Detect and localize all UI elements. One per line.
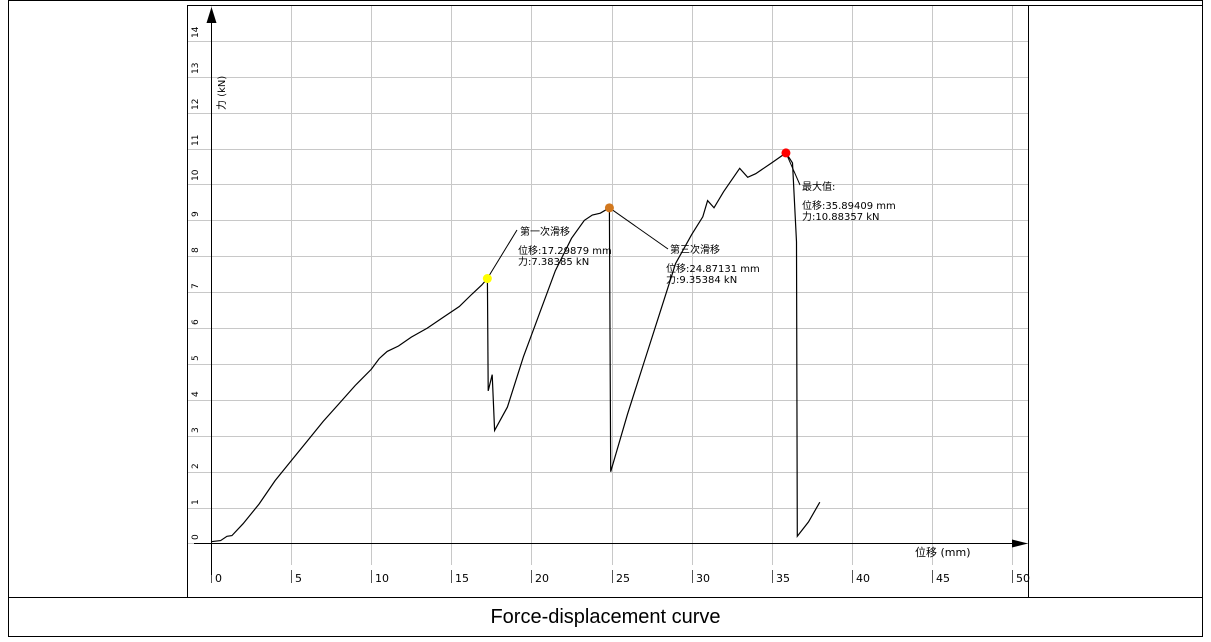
y-tick-label: 3 bbox=[191, 427, 201, 433]
outer-border bbox=[8, 0, 1203, 637]
annotation-leader bbox=[486, 229, 518, 279]
x-tick-label: 50 bbox=[1016, 572, 1030, 585]
annotation-line: 位移:35.89409 mm bbox=[802, 199, 896, 212]
y-tick-label: 6 bbox=[191, 319, 201, 325]
data-marker bbox=[781, 148, 791, 158]
y-axis-arrow bbox=[206, 7, 217, 23]
x-tick-label: 25 bbox=[616, 572, 630, 585]
annotation-title: 第一次滑移 bbox=[520, 225, 570, 238]
series-line bbox=[210, 152, 821, 543]
x-tick-label: 45 bbox=[936, 572, 950, 585]
x-tick-label: 10 bbox=[375, 572, 389, 585]
annotation-leader bbox=[609, 207, 669, 250]
table-borders bbox=[8, 0, 1203, 637]
y-tick-label: 14 bbox=[191, 26, 201, 38]
annotation-line: 力:9.35384 kN bbox=[666, 273, 737, 286]
y-tick-label: 13 bbox=[191, 63, 201, 74]
y-tick-label: 9 bbox=[191, 211, 201, 217]
y-tick-label: 1 bbox=[191, 499, 201, 505]
y-tick-label: 0 bbox=[191, 534, 201, 540]
grid bbox=[187, 5, 1028, 565]
series bbox=[210, 152, 821, 543]
y-tick-label: 8 bbox=[191, 247, 201, 253]
annotation-line: 力:10.88357 kN bbox=[802, 210, 880, 223]
axes: 位移 (mm) 力 (kN) bbox=[194, 7, 1028, 575]
y-tick-label: 10 bbox=[191, 169, 201, 181]
x-tick-label: 40 bbox=[856, 572, 870, 585]
y-tick-label: 5 bbox=[191, 355, 201, 361]
y-tick-label: 11 bbox=[191, 135, 201, 146]
x-axis-label: 位移 (mm) bbox=[915, 545, 971, 559]
figure-caption: Force-displacement curve bbox=[490, 606, 721, 628]
annotation-line: 位移:17.29879 mm bbox=[518, 244, 612, 257]
annotation-line: 位移:24.87131 mm bbox=[666, 262, 760, 275]
x-axis-arrow bbox=[1012, 539, 1028, 548]
annotation-title: 最大值: bbox=[802, 180, 835, 193]
x-tick-label: 30 bbox=[696, 572, 710, 585]
y-tick-label: 12 bbox=[191, 99, 201, 110]
annotation-title: 第三次滑移 bbox=[670, 243, 720, 256]
y-tick-label: 7 bbox=[191, 283, 201, 289]
data-marker bbox=[482, 274, 492, 284]
x-tick-label: 35 bbox=[776, 572, 790, 585]
y-tick-label: 2 bbox=[191, 463, 201, 469]
x-tick-label: 5 bbox=[295, 572, 302, 585]
x-tick-label: 15 bbox=[455, 572, 469, 585]
y-tick-label: 4 bbox=[191, 391, 201, 397]
data-marker bbox=[604, 203, 614, 213]
annotation-leader bbox=[785, 152, 801, 186]
annotation-line: 力:7.38385 kN bbox=[518, 255, 589, 268]
x-tick-label: 20 bbox=[535, 572, 549, 585]
x-tick-label: 0 bbox=[215, 572, 222, 585]
y-axis-label: 力 (kN) bbox=[215, 76, 228, 110]
